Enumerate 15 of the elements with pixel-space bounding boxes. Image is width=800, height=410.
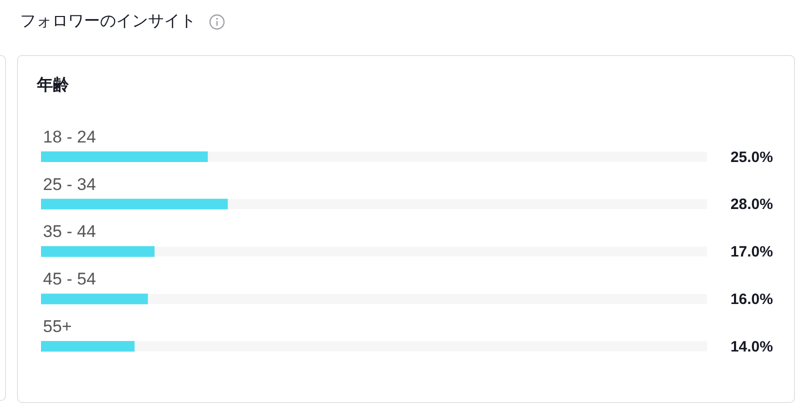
bar bbox=[41, 340, 135, 352]
y-tick-label: 25 - 34 bbox=[43, 174, 96, 194]
y-tick-label: 18 - 24 bbox=[43, 127, 96, 146]
chart-title: フォロワーのインサイト bbox=[20, 12, 196, 32]
data-label: 16.0% bbox=[730, 291, 773, 308]
data-label: 17.0% bbox=[730, 244, 773, 261]
bar bbox=[41, 246, 155, 257]
data-label: 28.0% bbox=[730, 196, 773, 214]
y-tick-label: 55+ bbox=[43, 316, 72, 336]
bar bbox=[41, 294, 148, 304]
y-tick-label: 35 - 44 bbox=[43, 222, 96, 242]
data-label: 14.0% bbox=[730, 338, 773, 356]
data-label: 25.0% bbox=[730, 148, 773, 166]
chart-subtitle: 年齢 bbox=[37, 76, 69, 96]
y-tick-label: 45 - 54 bbox=[43, 270, 96, 289]
